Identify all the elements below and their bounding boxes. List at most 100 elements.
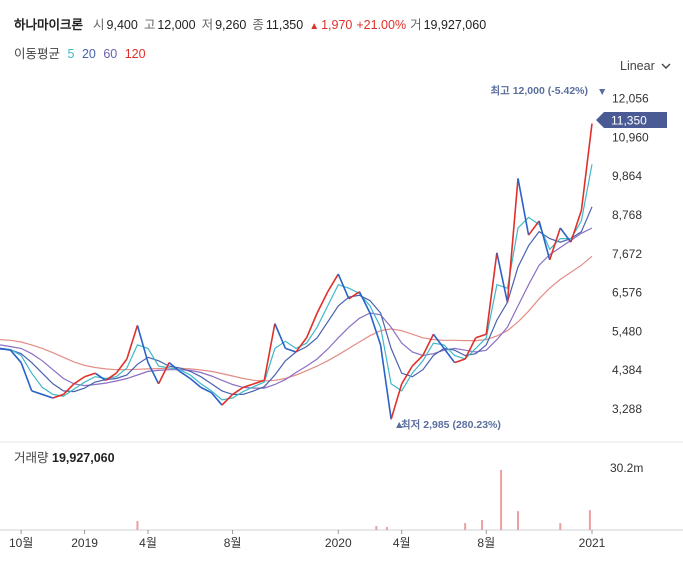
ma120-line — [0, 255, 593, 382]
stock-header: 하나마이크론 시 9,400 고 12,000 저 9,260 종 11,350 ▲ 1,… — [14, 14, 492, 33]
price-segment — [348, 291, 360, 300]
ma60-legend[interactable]: 60 — [103, 47, 118, 61]
ma60-line — [0, 227, 593, 389]
ma20-legend[interactable]: 20 — [81, 47, 96, 61]
price-segment — [157, 362, 170, 385]
grid-lines — [0, 441, 683, 531]
price-segment — [443, 347, 456, 364]
price-segment — [327, 273, 339, 293]
price-segment — [52, 393, 64, 399]
up-triangle-icon: ▲ — [394, 419, 404, 431]
volume-bar — [588, 510, 591, 530]
price-segment — [295, 337, 308, 353]
chevron-down-icon — [661, 63, 671, 69]
svg-text:11,350: 11,350 — [611, 114, 647, 128]
price-segment — [200, 386, 212, 394]
price-segment — [232, 386, 244, 396]
price-segment — [422, 333, 435, 356]
price-segment — [464, 337, 477, 360]
change-percent: +21.00% — [356, 18, 407, 32]
price-segment — [126, 325, 139, 360]
price-segment — [73, 376, 86, 385]
price-segment — [189, 377, 202, 388]
price-segment — [369, 312, 382, 346]
price-segment — [115, 358, 128, 374]
y-tick-label: 12,056 — [612, 92, 649, 106]
volume-panel-value: 19,927,060 — [52, 451, 115, 465]
y-axis: 12,056 10,960 9,864 8,768 7,672 6,576 5,480 4,3… — [612, 92, 649, 416]
volume-panel-label: 거래량 — [14, 451, 49, 465]
moving-average-legend[interactable]: 이동평균 5 20 60 120 — [14, 43, 150, 62]
volume-label: 거 — [410, 18, 422, 32]
price-series — [0, 123, 593, 420]
x-tick-label: 2021 — [579, 536, 606, 550]
price-segment — [485, 252, 498, 335]
volume-axis-max: 30.2m — [610, 461, 643, 475]
volume-bar — [464, 523, 467, 530]
volume-bar — [559, 523, 562, 530]
price-segment — [496, 252, 509, 303]
stock-name: 하나마이크론 — [14, 18, 84, 32]
high-value: 12,000 — [157, 18, 196, 32]
price-segment — [337, 273, 350, 300]
price-segment — [105, 372, 117, 381]
price-segment — [432, 333, 445, 349]
price-segment — [9, 349, 22, 364]
y-tick-label: 6,576 — [612, 286, 642, 300]
y-tick-label: 7,672 — [612, 247, 642, 261]
price-segment — [538, 220, 551, 261]
ma-label: 이동평균 — [14, 47, 61, 61]
price-segment — [580, 123, 593, 211]
ma5-line — [0, 164, 593, 401]
price-segment — [147, 362, 160, 385]
ma20-line — [0, 206, 593, 395]
price-segment — [168, 361, 181, 373]
low-annotation: 최저 2,985 (280.23%) — [401, 418, 501, 431]
volume-bar — [136, 521, 139, 530]
price-segment — [570, 210, 583, 243]
up-triangle-icon: ▲ — [309, 21, 320, 32]
volume-bar — [375, 526, 378, 530]
price-segment — [84, 372, 96, 378]
x-axis: 10월 2019 4월 8월 2020 4월 8월 2021 — [9, 530, 606, 550]
x-tick-label: 2019 — [71, 536, 98, 550]
price-segment — [94, 372, 107, 381]
price-segment — [527, 220, 540, 236]
price-segment — [506, 178, 519, 303]
price-segment — [401, 365, 413, 385]
high-annotation: 최고 12,000 (-5.42%) — [490, 84, 588, 97]
price-segment — [517, 178, 530, 236]
price-segment — [210, 392, 223, 406]
x-tick-label: 10월 — [9, 536, 33, 550]
price-segment — [274, 323, 287, 349]
x-tick-label: 8월 — [477, 536, 495, 550]
price-segment — [285, 347, 297, 353]
price-segment — [411, 354, 424, 367]
volume-panel-header: 거래량 19,927,060 — [14, 447, 115, 466]
y-tick-label: 5,480 — [612, 324, 642, 338]
y-tick-label: 10,960 — [612, 130, 649, 144]
price-segment — [263, 323, 276, 381]
close-label: 종 — [252, 18, 264, 32]
price-segment — [179, 370, 191, 380]
price-segment — [548, 227, 562, 261]
volume-bar — [481, 520, 484, 530]
price-segment — [379, 344, 392, 420]
price-segment — [221, 393, 234, 406]
ma5-legend[interactable]: 5 — [67, 47, 75, 61]
open-value: 9,400 — [106, 18, 138, 32]
price-segment — [253, 379, 265, 385]
change-value: 1,970 — [321, 18, 353, 32]
chart-annotations: 최고 12,000 (-5.42%) ▼ ▲ 최저 2,985 (280.23%… — [394, 84, 667, 475]
ma120-legend[interactable]: 120 — [124, 47, 146, 61]
price-segment — [31, 390, 43, 396]
price-segment — [62, 383, 75, 396]
low-label: 저 — [201, 18, 214, 32]
volume-value: 19,927,060 — [423, 18, 487, 32]
x-tick-label: 4월 — [139, 536, 157, 550]
volume-bar — [517, 511, 519, 530]
low-value: 9,260 — [215, 18, 247, 32]
scale-dropdown[interactable]: Linear — [620, 59, 671, 73]
moving-average-lines — [0, 164, 593, 401]
